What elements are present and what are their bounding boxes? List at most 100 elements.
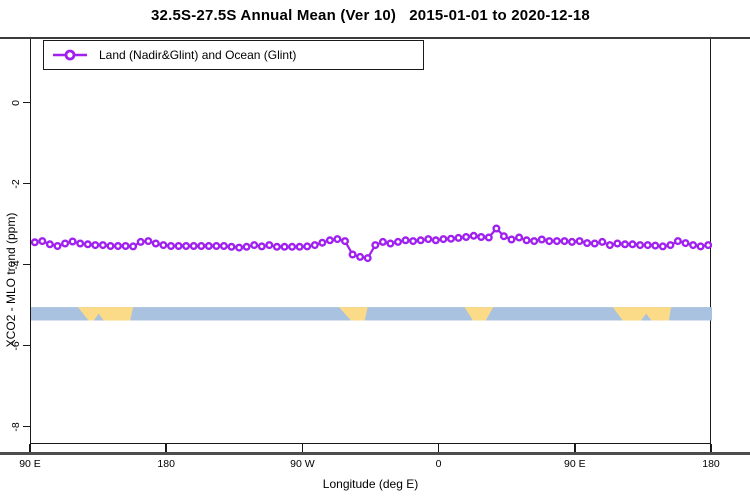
data-point-marker (265, 241, 274, 250)
data-point-marker (651, 241, 660, 250)
data-point-marker (673, 237, 682, 246)
data-point-marker (454, 233, 463, 242)
data-point-marker (356, 252, 365, 261)
data-point-marker (462, 232, 471, 241)
data-point-marker (636, 241, 645, 250)
data-point-marker (91, 241, 100, 250)
data-point-marker (522, 236, 531, 245)
data-point-marker (272, 242, 281, 251)
x-tick-label: 0 (435, 458, 442, 470)
top-divider (0, 37, 750, 39)
y-tick-label: -6 (10, 340, 22, 351)
data-point-marker (507, 235, 516, 244)
x-tick (29, 444, 31, 452)
data-point-marker (371, 241, 380, 250)
y-tick (23, 344, 30, 347)
data-point-marker (129, 242, 138, 251)
y-tick (23, 101, 30, 104)
y-tick-label: -8 (10, 421, 22, 432)
data-point-marker (106, 241, 115, 250)
y-tick-label: -2 (10, 178, 22, 189)
data-point-marker (431, 236, 440, 245)
legend: Land (Nadir&Glint) and Ocean (Glint) (43, 40, 424, 70)
data-point-marker (53, 241, 62, 250)
data-point-marker (560, 237, 569, 246)
data-point-marker (658, 242, 667, 251)
data-point-marker (76, 239, 85, 248)
data-point-marker (197, 241, 206, 250)
data-point-marker (424, 235, 433, 244)
data-point-marker (416, 236, 425, 245)
land-segment (338, 307, 368, 321)
data-point-marker (590, 239, 599, 248)
data-point-marker (250, 241, 259, 250)
data-point-marker (363, 254, 372, 263)
data-point-marker (499, 232, 508, 241)
data-point-marker (613, 239, 622, 248)
data-point-marker (288, 242, 297, 251)
legend-line-marker-icon (53, 49, 87, 61)
x-axis-title: Longitude (deg E) (322, 477, 419, 491)
data-point-marker (666, 241, 675, 250)
data-point-marker (605, 241, 614, 250)
data-point-marker (439, 235, 448, 244)
chart-title: 32.5S-27.5S Annual Mean (Ver 10) 2015-01… (151, 7, 590, 24)
data-point-marker (204, 241, 213, 250)
data-point-marker (242, 242, 251, 251)
data-point-marker (113, 241, 122, 250)
data-point-marker (552, 237, 561, 246)
data-point-marker (689, 241, 698, 250)
data-point-marker (136, 237, 145, 246)
ocean-notch (93, 313, 104, 321)
y-tick-label: -4 (10, 259, 22, 270)
data-point-marker (31, 238, 39, 247)
data-point-marker (83, 240, 92, 249)
data-point-marker (38, 237, 47, 246)
data-point-marker (401, 236, 410, 245)
data-point-marker (151, 239, 160, 248)
data-point-marker (568, 237, 577, 246)
data-point-marker (621, 240, 630, 249)
data-point-marker (492, 224, 501, 233)
plot-area (30, 39, 712, 444)
data-point-marker (643, 241, 652, 250)
data-point-marker (61, 239, 70, 248)
y-tick (23, 182, 30, 185)
data-point-marker (295, 242, 304, 251)
data-point-marker (469, 231, 478, 240)
data-point-marker (628, 240, 637, 249)
data-point-marker (681, 239, 690, 248)
land-segment (464, 307, 494, 321)
data-point-marker (68, 237, 77, 246)
x-tick-label: 90 E (19, 458, 41, 470)
data-point-marker (212, 241, 221, 250)
data-point-marker (348, 250, 357, 259)
y-tick (23, 425, 30, 428)
data-point-marker (515, 233, 524, 242)
data-point-marker (182, 241, 191, 250)
data-point-marker (257, 242, 266, 251)
x-tick-label: 180 (157, 458, 175, 470)
data-point-marker (341, 237, 350, 246)
data-point-marker (280, 242, 289, 251)
data-point-marker (144, 237, 153, 246)
y-axis-title: XCO2 - MLO trend (ppm) (4, 212, 18, 348)
plot-canvas (31, 224, 712, 321)
data-point-marker (583, 239, 592, 248)
x-tick (437, 444, 440, 452)
x-tick (301, 444, 304, 452)
data-point-marker (235, 243, 244, 252)
data-point-marker (325, 236, 334, 245)
data-point-marker (537, 235, 546, 244)
data-point-marker (545, 237, 554, 246)
data-point-marker (318, 238, 327, 247)
data-point-marker (704, 241, 712, 250)
y-tick-label: 0 (10, 99, 22, 106)
legend-label: Land (Nadir&Glint) and Ocean (Glint) (99, 48, 297, 62)
x-tick (574, 444, 576, 452)
x-tick-label: 90 E (563, 458, 586, 470)
data-point-marker (303, 242, 312, 251)
data-point-marker (378, 237, 387, 246)
ocean-band (31, 307, 712, 321)
